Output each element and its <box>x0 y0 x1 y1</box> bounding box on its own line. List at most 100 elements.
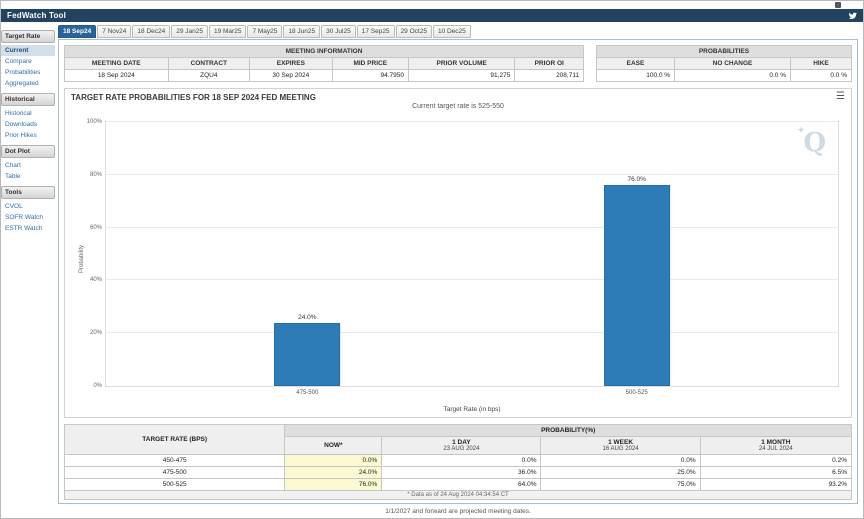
rate-column-header: TARGET RATE (BPS) <box>63 424 286 455</box>
tab-10-dec25[interactable]: 10 Dec25 <box>432 25 471 38</box>
table-row: 475-500 24.0% 36.0% 25.0% 6.5% <box>63 466 853 479</box>
app-header: FedWatch Tool <box>1 9 863 22</box>
sidebar-item-table[interactable]: Table <box>5 173 21 180</box>
sidebar-item-cvol[interactable]: CVOL <box>5 203 23 210</box>
data-as-of-footnote: * Data as of 24 Aug 2024 04:34:54 CT <box>64 490 852 500</box>
gridline <box>106 173 838 175</box>
tab-30-jul25[interactable]: 30 Jul25 <box>321 25 356 38</box>
column-header-1-day: 1 DAY 23 AUG 2024 <box>381 436 542 455</box>
value-cell-ease: 100.0 % <box>595 69 676 82</box>
sidebar-item-sofr-watch[interactable]: SOFR Watch <box>5 214 44 221</box>
tab-18-dec24[interactable]: 18 Dec24 <box>132 25 171 38</box>
y-tick-label: 20% <box>89 330 102 337</box>
sidebar-section-dot-plot[interactable]: Dot Plot <box>1 145 55 158</box>
y-tick-label: 60% <box>89 224 102 231</box>
sidebar-item-historical[interactable]: Historical <box>5 110 32 117</box>
x-tick-label: 500-525 <box>625 390 648 396</box>
month-probability-cell: 93.2% <box>699 478 853 491</box>
probability-history-table: TARGET RATE (BPS) PROBABILITY(%) NOW* 1 DAY… <box>63 424 853 500</box>
probabilities-summary-table: PROBABILITIES EASE NO CHANGE HIKE 100.0 % 0.0… <box>595 45 853 82</box>
column-header-mid-price: MID PRICE <box>331 57 410 70</box>
gridline <box>106 332 838 334</box>
week-probability-cell: 25.0% <box>540 466 701 479</box>
value-cell-contract: ZQU4 <box>167 69 251 82</box>
column-subheader: 23 AUG 2024 <box>443 446 480 452</box>
table-title: MEETING INFORMATION <box>63 45 585 58</box>
chart-title-row: TARGET RATE PROBABILITIES FOR 18 SEP 202… <box>71 92 845 102</box>
tab-7-may25[interactable]: 7 May25 <box>247 25 283 38</box>
column-header-hike: HIKE <box>790 57 852 70</box>
tab-18-sep24[interactable]: 18 Sep24 <box>58 25 97 38</box>
column-header-meeting-date: MEETING DATE <box>64 57 169 70</box>
y-tick-label: 40% <box>89 277 102 284</box>
bar-500-525[interactable] <box>603 185 670 386</box>
projected-dates-note: 1/1/2027 and forward are projected meeti… <box>385 508 531 515</box>
sidebar-item-aggregated[interactable]: Aggregated <box>5 80 39 87</box>
gridline <box>106 279 838 281</box>
y-tick-label: 0% <box>93 383 102 389</box>
bar-475-500[interactable] <box>274 322 341 386</box>
month-probability-cell: 6.5% <box>699 466 853 479</box>
column-subheader: 24 JUL 2024 <box>758 446 793 452</box>
sidebar-item-probabilities[interactable]: Probabilities <box>5 69 41 76</box>
target-rate-cell: 475-500 <box>63 466 286 479</box>
y-tick-label: 100% <box>86 119 102 125</box>
value-cell-expires: 30 Sep 2024 <box>249 69 333 82</box>
browser-extension-icon[interactable] <box>835 2 841 8</box>
day-probability-cell: 36.0% <box>381 466 542 479</box>
app-title: FedWatch Tool <box>7 11 67 20</box>
value-cell-prior-oi: 208,711 <box>514 69 585 82</box>
column-header-1-week: 1 WEEK 16 AUG 2024 <box>540 436 701 455</box>
column-header-expires: EXPIRES <box>249 57 333 70</box>
chart-body: Probability ✦ Q 0% 20% 40% 60% 80% 100% 24.0% 47… <box>79 113 839 405</box>
chart-menu-icon[interactable]: ☰ <box>836 91 845 102</box>
tab-29-jan25[interactable]: 29 Jan25 <box>171 25 208 38</box>
sidebar-item-current[interactable]: Current <box>1 45 55 56</box>
table-row: 500-525 76.0% 64.0% 75.0% 93.2% <box>63 478 853 491</box>
plot-area: ✦ Q 0% 20% 40% 60% 80% 100% 24.0% 475-500 76.0% 50… <box>87 119 839 396</box>
table-footnote-row: * Data as of 24 Aug 2024 04:34:54 CT <box>64 490 852 500</box>
column-header-prior-volume: PRIOR VOLUME <box>407 57 516 70</box>
sidebar-item-compare[interactable]: Compare <box>5 58 32 65</box>
target-rate-cell: 500-525 <box>63 478 286 491</box>
now-probability-cell: 76.0% <box>284 478 383 491</box>
week-probability-cell: 0.0% <box>540 454 701 467</box>
sidebar-item-prior-hikes[interactable]: Prior Hikes <box>5 132 37 139</box>
column-subheader: 16 AUG 2024 <box>602 446 639 452</box>
column-header-contract: CONTRACT <box>167 57 251 70</box>
tab-29-oct25[interactable]: 29 Oct25 <box>395 25 432 38</box>
twitter-icon[interactable] <box>848 11 857 20</box>
tab-18-jun25[interactable]: 18 Jun25 <box>283 25 321 38</box>
gridline <box>106 226 838 228</box>
x-axis-label: Target Rate (in bps) <box>443 406 501 413</box>
chart-card: TARGET RATE PROBABILITIES FOR 18 SEP 202… <box>64 88 852 418</box>
value-cell-meeting-date: 18 Sep 2024 <box>64 69 169 82</box>
day-probability-cell: 64.0% <box>381 478 542 491</box>
sidebar-item-estr-watch[interactable]: ESTR Watch <box>5 225 43 232</box>
day-probability-cell: 0.0% <box>381 454 542 467</box>
sidebar-item-chart[interactable]: Chart <box>5 162 21 169</box>
sidebar-section-historical[interactable]: Historical <box>1 93 55 106</box>
tab-19-mar25[interactable]: 19 Mar25 <box>208 25 247 38</box>
x-tick-label: 475-500 <box>296 390 319 396</box>
tab-17-sep25[interactable]: 17 Sep25 <box>356 25 395 38</box>
column-header-prior-oi: PRIOR OI <box>514 57 585 70</box>
value-cell-prior-volume: 91,275 <box>407 69 516 82</box>
now-probability-cell: 0.0% <box>284 454 383 467</box>
sparkle-icon: ✦ <box>797 126 805 136</box>
now-probability-cell: 24.0% <box>284 466 383 479</box>
probability-group-header: PROBABILITY(%) <box>284 424 852 437</box>
meeting-date-tabs: 18 Sep24 7 Nov24 18 Dec24 29 Jan25 19 Mar25 7… <box>58 25 858 38</box>
column-header-now: NOW* <box>284 436 383 455</box>
sidebar-section-target-rate[interactable]: Target Rate <box>1 30 55 43</box>
column-header-1-month: 1 MONTH 24 JUL 2024 <box>699 436 853 455</box>
sidebar-item-downloads[interactable]: Downloads <box>5 121 38 128</box>
sidebar-section-tools[interactable]: Tools <box>1 186 55 199</box>
value-cell-no-change: 0.0 % <box>674 69 792 82</box>
y-tick-label: 80% <box>89 171 102 178</box>
table-row: 450-475 0.0% 0.0% 0.0% 0.2% <box>63 454 853 467</box>
gridline <box>106 121 838 122</box>
tab-7-nov24[interactable]: 7 Nov24 <box>97 25 132 38</box>
y-axis-label: Probability <box>79 244 85 274</box>
